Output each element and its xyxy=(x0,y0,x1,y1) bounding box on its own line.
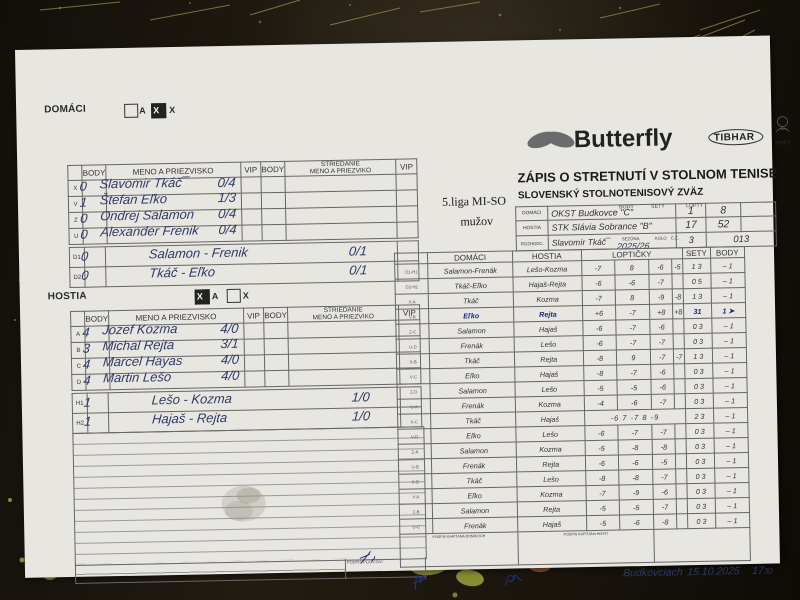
svg-text:Butterfly: Butterfly xyxy=(574,124,674,153)
svg-text:TIBHAR: TIBHAR xyxy=(714,132,755,144)
